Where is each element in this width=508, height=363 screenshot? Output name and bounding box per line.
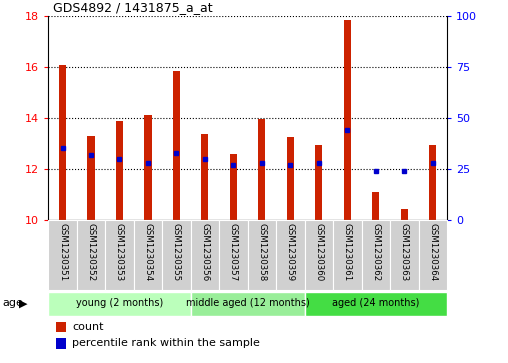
Text: GSM1230359: GSM1230359	[286, 223, 295, 281]
Text: GSM1230364: GSM1230364	[428, 223, 437, 281]
Bar	[190, 220, 219, 290]
Bar	[48, 292, 190, 316]
Text: GSM1230353: GSM1230353	[115, 223, 124, 281]
Bar	[230, 154, 237, 220]
Bar	[401, 209, 408, 220]
Text: GSM1230351: GSM1230351	[58, 223, 67, 281]
Bar	[305, 292, 447, 316]
Text: young (2 months): young (2 months)	[76, 298, 163, 309]
Text: GSM1230358: GSM1230358	[258, 223, 266, 281]
Text: middle aged (12 months): middle aged (12 months)	[186, 298, 309, 309]
Bar	[134, 220, 162, 290]
Text: count: count	[72, 322, 104, 332]
Bar	[56, 322, 66, 332]
Text: GSM1230362: GSM1230362	[371, 223, 380, 281]
Bar	[173, 71, 180, 220]
Bar	[116, 121, 123, 220]
Text: age: age	[3, 298, 23, 309]
Bar	[219, 220, 247, 290]
Text: GSM1230361: GSM1230361	[343, 223, 352, 281]
Bar	[201, 135, 208, 220]
Text: GSM1230356: GSM1230356	[201, 223, 209, 281]
Bar	[190, 292, 305, 316]
Text: GSM1230363: GSM1230363	[400, 223, 409, 281]
Bar	[162, 220, 190, 290]
Text: GDS4892 / 1431875_a_at: GDS4892 / 1431875_a_at	[53, 1, 213, 15]
Bar	[247, 220, 276, 290]
Bar	[344, 20, 351, 220]
Text: GSM1230360: GSM1230360	[314, 223, 324, 281]
Text: percentile rank within the sample: percentile rank within the sample	[72, 338, 260, 348]
Text: GSM1230355: GSM1230355	[172, 223, 181, 281]
Bar	[315, 145, 323, 220]
Bar	[77, 220, 105, 290]
Bar	[429, 145, 436, 220]
Bar	[105, 220, 134, 290]
Text: aged (24 months): aged (24 months)	[332, 298, 420, 309]
Bar	[419, 220, 447, 290]
Text: GSM1230354: GSM1230354	[143, 223, 152, 281]
Bar	[372, 192, 379, 220]
Bar	[48, 220, 77, 290]
Text: ▶: ▶	[19, 298, 28, 309]
Bar	[59, 65, 66, 220]
Bar	[276, 220, 305, 290]
Bar	[287, 137, 294, 220]
Bar	[87, 136, 94, 220]
Text: GSM1230357: GSM1230357	[229, 223, 238, 281]
Bar	[56, 338, 66, 349]
Bar	[362, 220, 390, 290]
Bar	[259, 119, 266, 220]
Bar	[305, 220, 333, 290]
Text: GSM1230352: GSM1230352	[86, 223, 96, 281]
Bar	[390, 220, 419, 290]
Bar	[333, 220, 362, 290]
Bar	[144, 115, 151, 220]
